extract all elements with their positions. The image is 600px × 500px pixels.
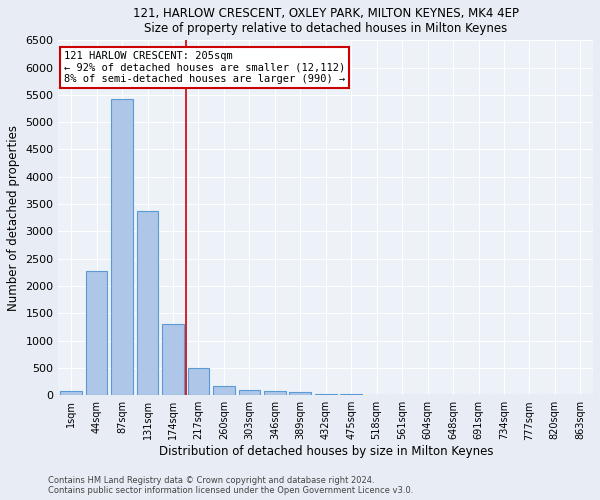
- Bar: [86, 270, 107, 395]
- Bar: [340, 394, 362, 395]
- X-axis label: Distribution of detached houses by size in Milton Keynes: Distribution of detached houses by size …: [158, 445, 493, 458]
- Title: 121, HARLOW CRESCENT, OXLEY PARK, MILTON KEYNES, MK4 4EP
Size of property relati: 121, HARLOW CRESCENT, OXLEY PARK, MILTON…: [133, 7, 519, 35]
- Bar: [315, 394, 337, 395]
- Bar: [264, 391, 286, 395]
- Bar: [162, 324, 184, 395]
- Bar: [239, 390, 260, 395]
- Text: Contains HM Land Registry data © Crown copyright and database right 2024.
Contai: Contains HM Land Registry data © Crown c…: [48, 476, 413, 495]
- Bar: [289, 392, 311, 395]
- Bar: [213, 386, 235, 395]
- Y-axis label: Number of detached properties: Number of detached properties: [7, 124, 20, 310]
- Bar: [366, 394, 388, 395]
- Bar: [137, 210, 158, 395]
- Bar: [61, 392, 82, 395]
- Bar: [188, 368, 209, 395]
- Bar: [112, 99, 133, 395]
- Text: 121 HARLOW CRESCENT: 205sqm
← 92% of detached houses are smaller (12,112)
8% of : 121 HARLOW CRESCENT: 205sqm ← 92% of det…: [64, 51, 345, 84]
